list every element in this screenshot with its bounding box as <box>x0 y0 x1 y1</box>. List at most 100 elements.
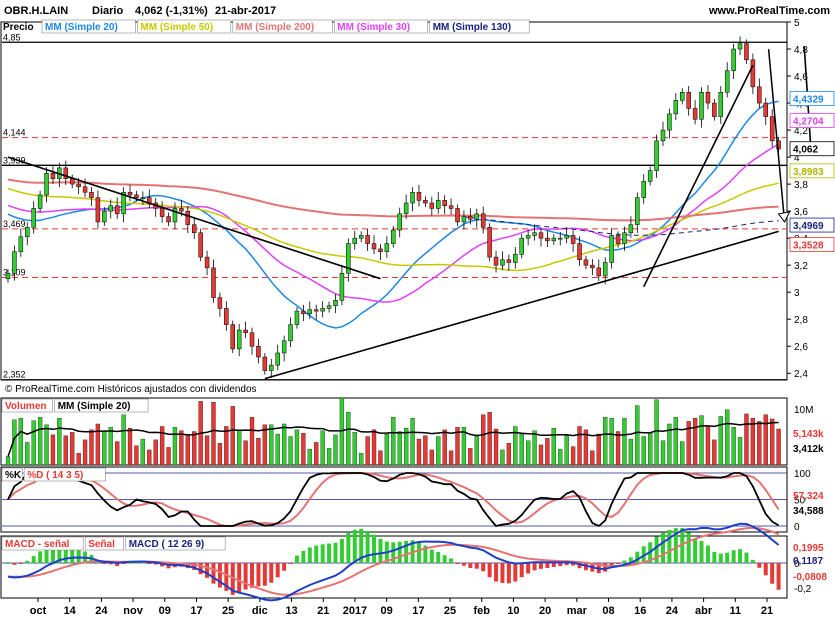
legend-label: MM (Simple 30) <box>337 22 410 33</box>
x-tick-label: dic <box>252 605 268 617</box>
candle-body <box>699 91 704 120</box>
x-tick-label: 13 <box>285 605 297 617</box>
macd-hist-bar <box>134 562 139 564</box>
volume-bar <box>333 434 338 466</box>
candle-body <box>76 183 81 188</box>
macd-hist-bar <box>770 563 775 584</box>
candle-body <box>628 224 634 233</box>
candle-body <box>622 232 627 244</box>
volume-bar <box>436 436 441 466</box>
volume-bar <box>18 417 23 466</box>
candle-body <box>545 237 550 242</box>
y-tick-label: 4,2 <box>794 126 808 137</box>
macd-hist-bar <box>461 563 466 566</box>
macd-hist-bar <box>705 545 710 563</box>
value-box-label: 3,8983 <box>793 167 824 178</box>
macd-hist-bar <box>307 547 312 563</box>
volume-bar <box>692 417 698 466</box>
macd-hist-bar <box>25 560 30 563</box>
candle-body <box>763 102 768 117</box>
volume-bar <box>275 433 280 466</box>
panel-frame-0 <box>0 21 788 381</box>
candle-body <box>423 200 428 204</box>
level-label: 3,939 <box>3 155 26 165</box>
volume-bar <box>243 440 248 466</box>
macd-hist-bar <box>275 563 280 578</box>
candle-body <box>294 310 300 325</box>
candle-body <box>69 178 75 185</box>
volume-bar <box>365 436 370 466</box>
vol-value: 5,143k <box>793 429 824 440</box>
macd-hist-bar <box>532 563 537 571</box>
header-site[interactable]: www.ProRealTime.com <box>708 5 830 17</box>
volume-bar <box>352 432 357 466</box>
volume-bar <box>551 427 556 466</box>
volume-bar <box>763 414 768 466</box>
volume-bar <box>525 440 531 466</box>
volume-bar <box>487 412 492 466</box>
macd-hist-bar <box>609 563 614 567</box>
macd-hist-bar <box>712 551 717 563</box>
macd-hist-bar <box>487 563 492 578</box>
legend-label: %K <box>5 470 22 481</box>
volume-bar <box>185 434 190 466</box>
macd-hist-bar <box>442 555 447 563</box>
legend-box <box>41 19 136 34</box>
volume-bar <box>622 417 627 466</box>
x-tick-label: 10 <box>507 605 519 617</box>
volume-bar <box>770 418 775 466</box>
candle-body <box>750 59 756 88</box>
candle-body <box>275 352 280 366</box>
trend-line <box>264 230 779 380</box>
macd-hist-bar <box>63 542 68 563</box>
candle-body <box>435 200 441 209</box>
candle-body <box>159 208 165 217</box>
volume-bar <box>757 421 762 466</box>
candle-body <box>326 305 332 309</box>
volume-bar <box>256 438 261 466</box>
macd-hist-bar <box>121 563 126 564</box>
volume-bar <box>127 427 133 466</box>
volume-bar <box>134 445 139 466</box>
candle-body <box>455 208 460 223</box>
candle-body <box>448 205 454 209</box>
x-tick-label: 17 <box>190 605 202 617</box>
legend-label: MACD - señal <box>5 539 70 550</box>
legend-box <box>84 536 124 551</box>
volume-bar <box>5 456 11 466</box>
candle-body <box>429 202 435 209</box>
x-tick-label: feb <box>473 605 490 617</box>
macd-value: 0,1187 <box>793 556 823 567</box>
candle-body <box>204 256 210 269</box>
macd-hist-bar <box>603 563 608 572</box>
candle-body <box>615 235 621 244</box>
candle-body <box>307 309 313 315</box>
volume-bar <box>307 448 312 466</box>
candle-body <box>281 340 287 354</box>
volume-bar <box>281 423 287 466</box>
macd-hist-bar <box>468 563 473 568</box>
legend-label: Señal <box>88 539 115 550</box>
volume-bar <box>609 417 614 466</box>
candle-body <box>179 208 184 212</box>
macd-hist-bar <box>378 538 383 563</box>
x-tick-label: 21 <box>317 605 329 617</box>
volume-bar <box>564 435 569 466</box>
macd-hist-bar <box>359 528 364 563</box>
value-box-label: 4,4329 <box>793 95 824 106</box>
legend-box <box>232 19 333 34</box>
volume-bar <box>718 416 723 466</box>
macd-hist-bar <box>661 532 665 563</box>
x-tick-label: 16 <box>634 605 646 617</box>
volume-bar <box>70 432 75 466</box>
macd-hist-bar <box>506 563 511 584</box>
volume-bar <box>230 406 235 466</box>
volume-bar <box>635 405 640 466</box>
candle-body <box>558 237 563 240</box>
macd-hist-bar <box>12 563 17 565</box>
y-tick-label: 3,6 <box>794 207 808 218</box>
macd-hist-bar <box>44 545 49 563</box>
macd-hist-bar <box>224 563 229 591</box>
volume-bar <box>339 397 345 466</box>
